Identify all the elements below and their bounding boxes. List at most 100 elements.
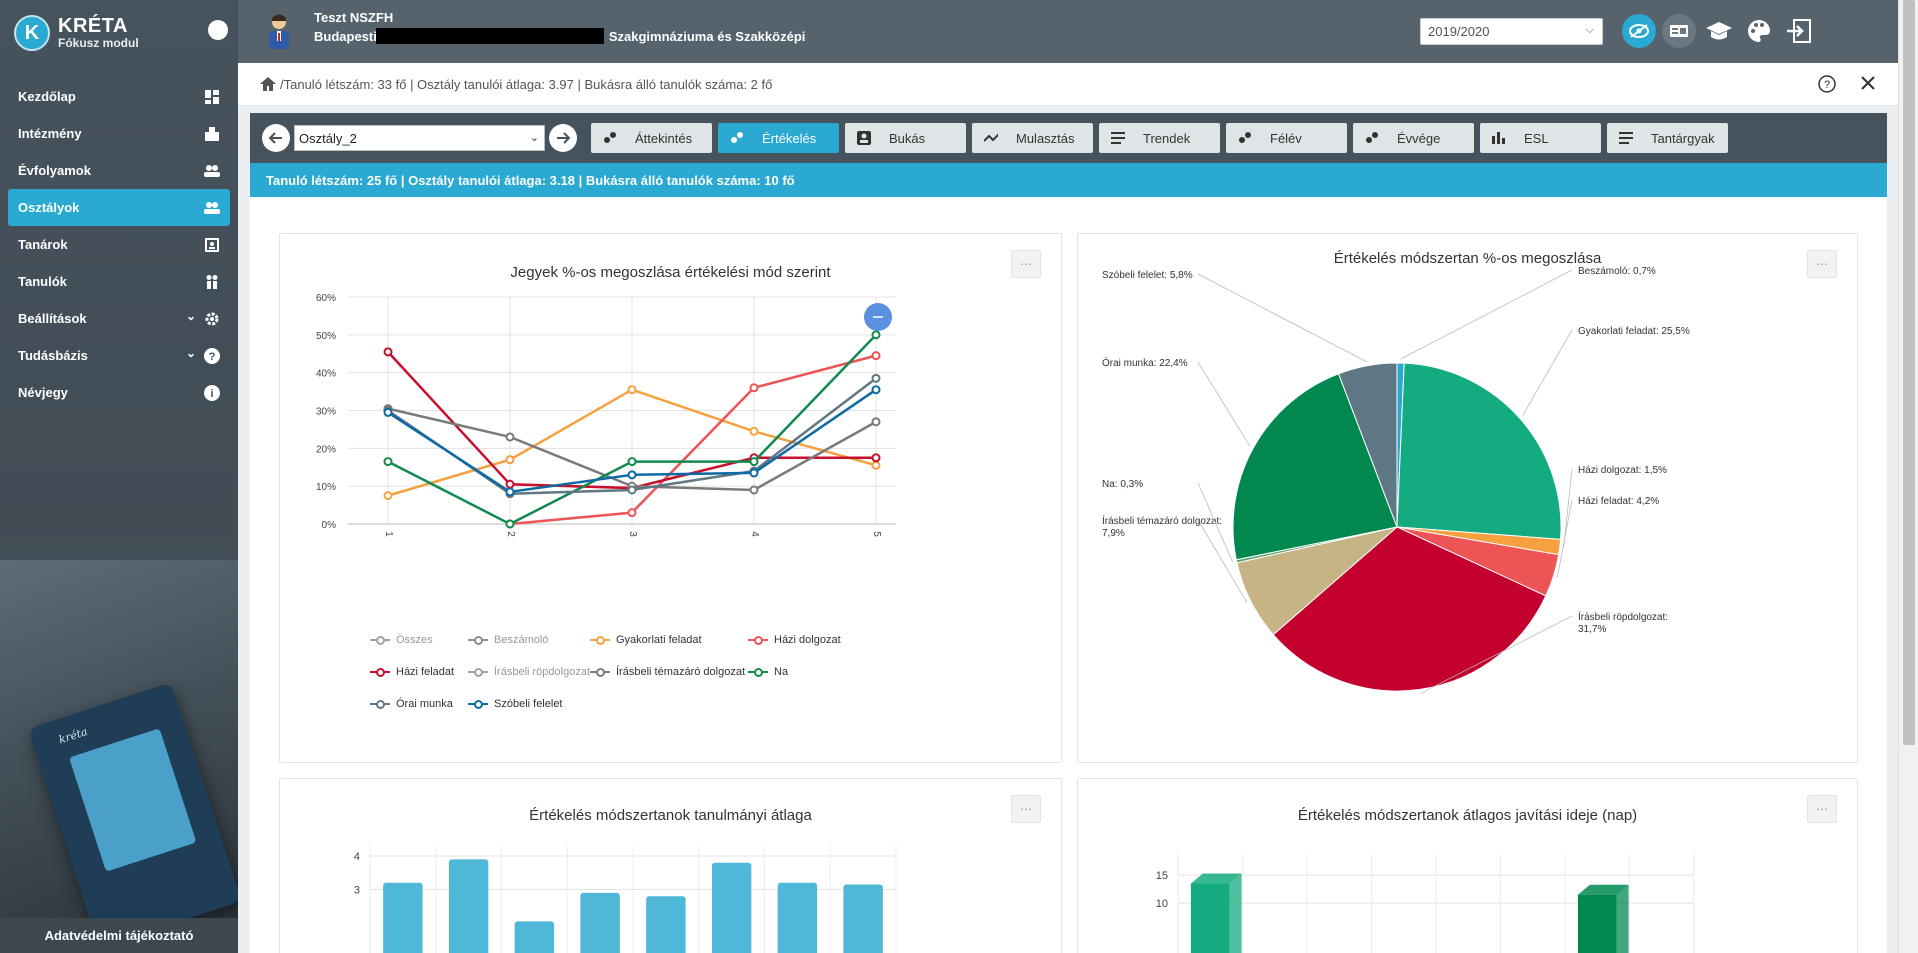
line-chart-panel: Jegyek %-os megoszlása értékelési mód sz…: [279, 233, 1062, 763]
students-icon: [204, 274, 220, 290]
legend-item[interactable]: Írásbeli röpdolgozat: [468, 666, 590, 678]
help-icon: ?: [1818, 75, 1836, 93]
legend-item[interactable]: Házi dolgozat: [748, 634, 841, 646]
slice-label: Beszámoló: 0,7%: [1578, 266, 1656, 277]
legend-item[interactable]: Na: [748, 666, 788, 678]
data-point: [505, 519, 515, 529]
label-connector: [1420, 615, 1573, 694]
tab-tantargyak[interactable]: Tantárgyak: [1607, 123, 1728, 153]
sidebar-toggle-button[interactable]: [208, 20, 228, 40]
tab-esl[interactable]: ESL: [1480, 123, 1601, 153]
data-point: [871, 373, 881, 383]
id-card-button[interactable]: [1662, 14, 1696, 48]
class-info-bar: Tanuló létszám: 25 fő | Osztály tanulói …: [250, 163, 1887, 197]
class-select[interactable]: Osztály_2 ⌄: [294, 125, 545, 151]
legend-item[interactable]: Gyakorlati feladat: [590, 634, 702, 646]
y-tick-label: 30%: [316, 407, 336, 418]
close-icon: [1861, 76, 1875, 90]
label-connector: [1522, 329, 1573, 416]
help-icon: ?: [204, 348, 220, 364]
legend-item[interactable]: Szóbeli felelet: [468, 698, 563, 710]
chart-menu-button[interactable]: ⋯: [1011, 795, 1041, 823]
tab-label: Trendek: [1143, 130, 1191, 146]
legend-marker: [468, 699, 488, 709]
legend-marker: [590, 635, 610, 645]
slice-label-value: 7,9%: [1102, 528, 1125, 539]
school-suffix: Szakgimnáziuma és Szakközépi: [608, 29, 806, 44]
tab-evvege[interactable]: Évvége: [1353, 123, 1474, 153]
sidebar-item-tudasbazis[interactable]: Tudásbázis ⌄ ?: [8, 337, 230, 374]
scrollbar-thumb[interactable]: [1903, 0, 1915, 745]
sidebar-item-kezdolap[interactable]: Kezdőlap: [8, 78, 230, 115]
tab-attekintes[interactable]: Áttekintés: [591, 123, 712, 153]
x-tick-label: 3: [627, 531, 638, 537]
y-tick-label: 10: [1156, 898, 1168, 910]
legend-item[interactable]: Összes: [370, 634, 433, 646]
graduation-button[interactable]: [1702, 14, 1736, 48]
tab-bar: Áttekintés Értékelés Bukás Mulasztás Tre…: [591, 123, 1728, 153]
avatar[interactable]: [266, 13, 290, 49]
previous-class-button[interactable]: [262, 124, 290, 152]
app-logo[interactable]: K KRÉTA Fókusz modul: [14, 10, 139, 56]
theme-button[interactable]: [1742, 14, 1776, 48]
teacher-icon: [204, 237, 220, 253]
y-tick-label: 3: [354, 885, 360, 897]
chevron-down-icon: ⌄: [529, 132, 539, 144]
sidebar-item-label: Beállítások: [18, 311, 87, 326]
sidebar-item-evfolyamok[interactable]: Évfolyamok: [8, 152, 230, 189]
sidebar-item-osztalyok[interactable]: Osztályok: [8, 189, 230, 226]
sidebar-item-nevjegy[interactable]: Névjegy i: [8, 374, 230, 411]
data-point: [871, 460, 881, 470]
chart-menu-button[interactable]: ⋯: [1011, 250, 1041, 278]
legend-label: Szóbeli felelet: [494, 698, 563, 710]
hide-toggle-button[interactable]: [1622, 14, 1656, 48]
sidebar-item-beallitasok[interactable]: Beállítások ⌄: [8, 300, 230, 337]
legend-item[interactable]: Írásbeli témazáró dolgozat: [590, 666, 745, 678]
help-button[interactable]: ?: [1818, 75, 1836, 96]
sidebar-item-tanarok[interactable]: Tanárok: [8, 226, 230, 263]
data-point: [627, 508, 637, 518]
tab-felev[interactable]: Félév: [1226, 123, 1347, 153]
chart-menu-button[interactable]: ⋯: [1807, 250, 1837, 278]
home-icon[interactable]: [260, 77, 276, 91]
tab-mulasztas[interactable]: Mulasztás: [972, 123, 1093, 153]
svg-text:?: ?: [1824, 79, 1830, 91]
x-tick-label: 2: [505, 531, 516, 537]
label-connector: [1197, 273, 1367, 363]
data-point: [871, 351, 881, 361]
tab-ertekeles[interactable]: Értékelés: [718, 123, 839, 153]
dots-chart-icon: [730, 131, 744, 145]
close-button[interactable]: [1860, 75, 1876, 96]
legend-item[interactable]: Órai munka: [370, 698, 453, 710]
main-content: Osztály_2 ⌄ Áttekintés Értékelés Bukás M…: [250, 113, 1887, 953]
data-point: [871, 453, 881, 463]
legend-marker: [468, 667, 488, 677]
school-year-select[interactable]: 2019/2020 ⌵: [1420, 18, 1603, 45]
sidebar-item-intezmeny[interactable]: Intézmény: [8, 115, 230, 152]
trend-icon: [984, 131, 998, 145]
legend-label: Írásbeli témazáró dolgozat: [616, 666, 746, 678]
legend-item[interactable]: Házi feladat: [370, 666, 454, 678]
tab-label: Mulasztás: [1016, 130, 1075, 146]
legend-label: Házi dolgozat: [774, 634, 841, 646]
dots-chart-icon: [1238, 131, 1252, 145]
data-point: [871, 330, 881, 340]
page-scrollbar[interactable]: [1898, 0, 1918, 953]
legend-item[interactable]: Beszámoló: [468, 634, 548, 646]
logout-button[interactable]: [1782, 14, 1816, 48]
privacy-link[interactable]: Adatvédelmi tájékoztató: [0, 918, 238, 953]
tab-label: Értékelés: [762, 130, 817, 146]
tab-bukas[interactable]: Bukás: [845, 123, 966, 153]
next-class-button[interactable]: [549, 124, 577, 152]
chart-title: Értékelés módszertanok átlagos javítási …: [1297, 807, 1638, 824]
line-chart: 0% 10% 20% 30% 40% 50% 60% 1 2 3 4 5: [316, 293, 896, 537]
data-point: [627, 385, 637, 395]
tab-trendek[interactable]: Trendek: [1099, 123, 1220, 153]
x-tick-label: 5: [871, 531, 882, 537]
person-card-icon: [857, 131, 871, 145]
tab-label: Évvége: [1397, 130, 1441, 146]
chart-menu-button[interactable]: ⋯: [1807, 795, 1837, 823]
tab-label: ESL: [1524, 130, 1549, 146]
slice-label: Házi dolgozat: 1,5%: [1578, 465, 1667, 476]
sidebar-item-tanulok[interactable]: Tanulók: [8, 263, 230, 300]
